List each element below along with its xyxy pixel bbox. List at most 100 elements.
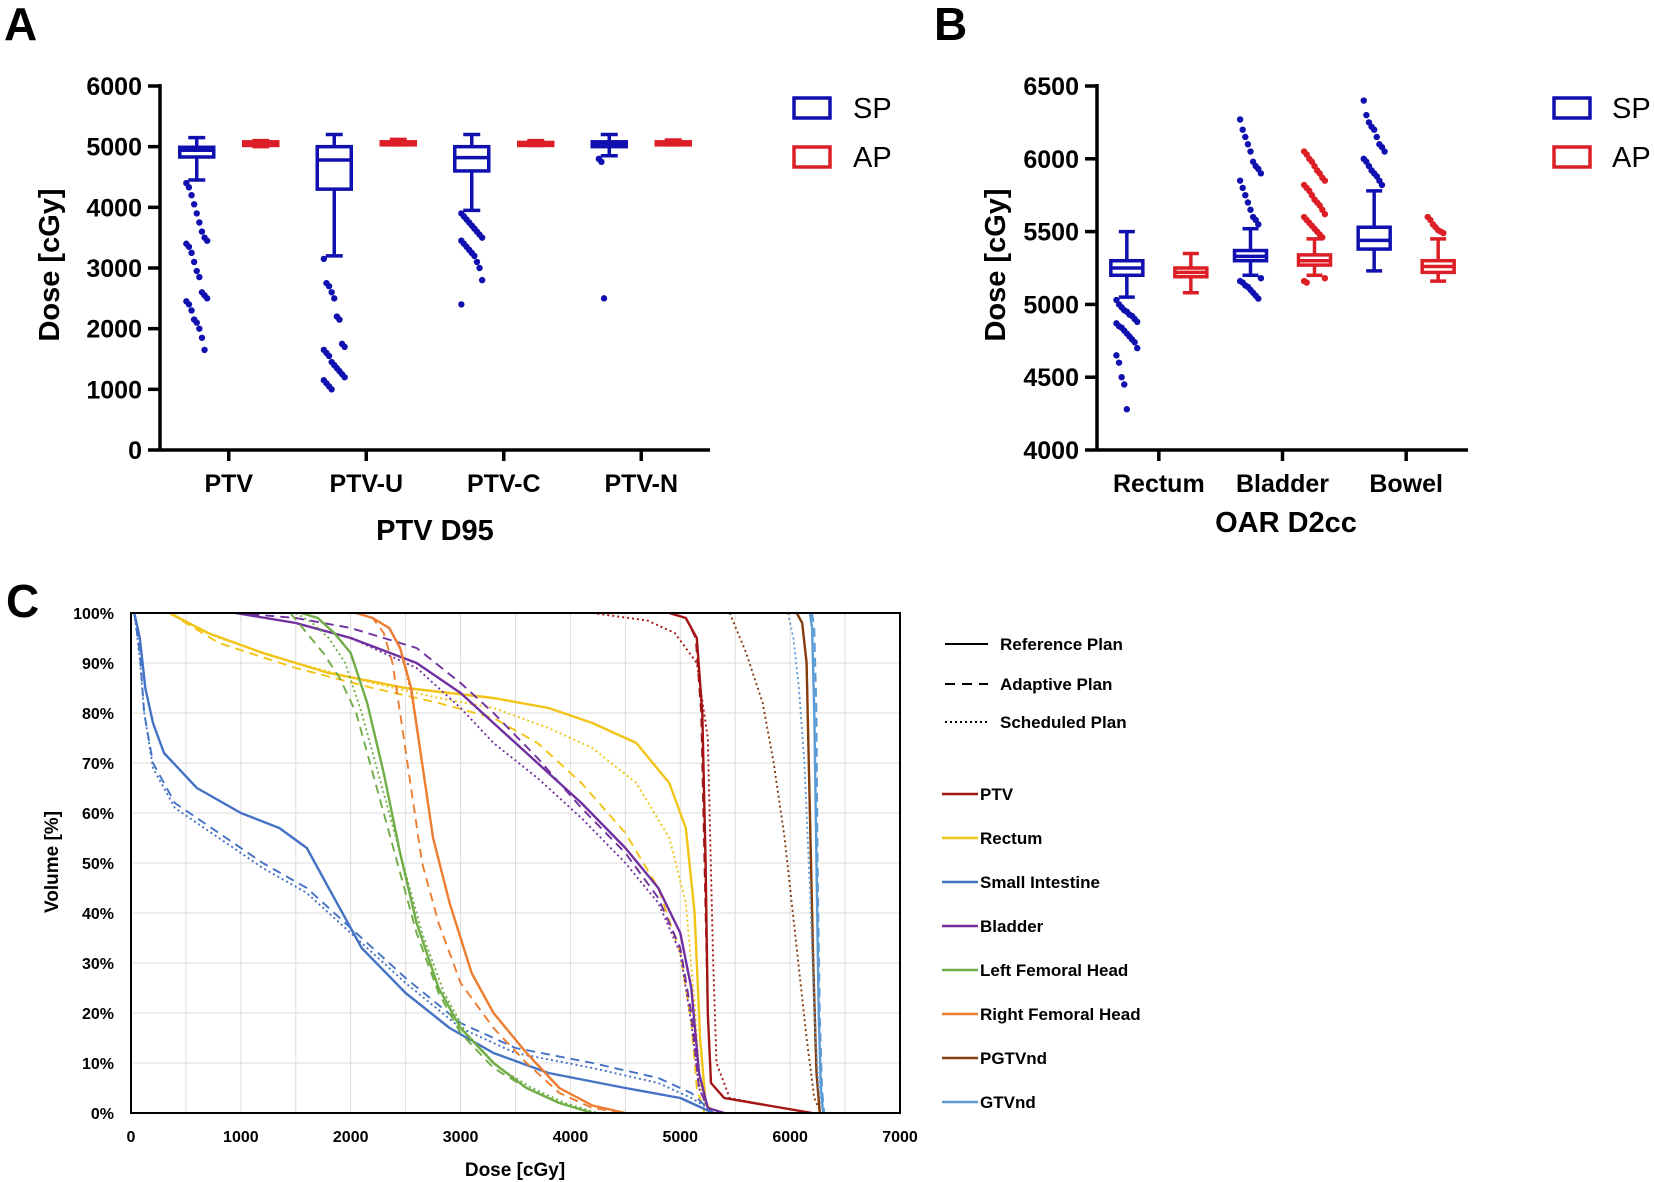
outlier-point xyxy=(1123,406,1131,413)
chart-c-ytick-label: 60% xyxy=(82,806,114,823)
outlier-point xyxy=(1236,116,1244,123)
outlier-point xyxy=(188,307,195,314)
dvh-line-rectum-dotted xyxy=(168,612,708,1114)
outlier-point xyxy=(458,301,465,308)
chart-c-ytick-label: 10% xyxy=(82,1056,114,1073)
dvh-line-right-femoral-head-dashed xyxy=(355,612,626,1114)
chart-a-ytick-label: 5000 xyxy=(86,134,142,162)
outlier-point xyxy=(336,316,343,323)
outlier-point xyxy=(196,325,203,332)
chart-c-xtick-label: 5000 xyxy=(662,1129,698,1146)
series-legend-label-bladder: Bladder xyxy=(980,917,1044,936)
outlier-point xyxy=(331,295,338,302)
chart-a-box-ap-ptv-c xyxy=(517,138,555,148)
chart-b-box-sp-bladder xyxy=(1232,116,1269,302)
chart-a-ytick-label: 6000 xyxy=(86,73,142,101)
chart-c-xtick-label: 2000 xyxy=(333,1129,369,1146)
chart-b-box-sp-rectum xyxy=(1109,229,1145,413)
chart-b-marks xyxy=(1109,97,1456,413)
dvh-line-pgtvnd-dotted xyxy=(728,612,822,1114)
chart-b-xlabel: OAR D2cc xyxy=(1215,507,1357,539)
outlier-point xyxy=(196,273,203,281)
outlier-point xyxy=(325,352,333,360)
outlier-point xyxy=(1242,192,1249,199)
chart-a-box-sp-ptv-n xyxy=(590,132,628,302)
chart-a-axes: 0 1000 2000 3000 4000 5000 6000 PTV PTV-U PTV-C PT… xyxy=(86,73,710,498)
outlier-point xyxy=(1244,141,1252,148)
outlier-point xyxy=(1247,206,1254,213)
outlier-point xyxy=(185,184,193,191)
outlier-point xyxy=(1113,352,1120,359)
outlier-point xyxy=(341,343,348,351)
chart-b-legend-swatch-sp xyxy=(1552,96,1592,120)
chart-c-ytick-label: 70% xyxy=(82,756,114,773)
outlier-point xyxy=(193,210,200,217)
chart-a-marks xyxy=(178,132,692,393)
series-legend-label-pgtvnd: PGTVnd xyxy=(980,1049,1047,1068)
outlier-point xyxy=(473,258,481,266)
outlier-point xyxy=(203,237,211,244)
outlier-point xyxy=(1239,126,1246,133)
chart-b-ytick-label: 6000 xyxy=(1023,146,1079,174)
chart-c-frame: 0 1000 2000 3000 4000 5000 6000 7000 0% 10% 20% 30%… xyxy=(73,606,918,1146)
chart-b-xtick-label-rectum: Rectum xyxy=(1113,470,1205,498)
outlier-point xyxy=(478,234,486,241)
chart-c-style-legend: Reference Plan Adaptive Plan Scheduled P… xyxy=(945,635,1127,732)
outlier-point xyxy=(190,201,198,208)
outlier-point xyxy=(328,289,335,296)
outlier-point xyxy=(1121,381,1128,388)
outlier-point xyxy=(1257,274,1265,282)
outlier-point xyxy=(1440,229,1447,237)
chart-b-ytick-label: 5500 xyxy=(1023,219,1079,247)
outlier-point xyxy=(328,386,335,393)
chart-a-box-sp-ptv xyxy=(178,135,216,354)
outlier-point xyxy=(203,295,211,302)
chart-a-box-ap-ptv xyxy=(242,138,280,149)
chart-c-grid xyxy=(131,613,900,1113)
box-iqr xyxy=(178,145,216,159)
chart-a-ylabel: Dose [cGy] xyxy=(34,188,66,341)
chart-a-ytick-label: 1000 xyxy=(86,376,142,404)
chart-c-ytick-label: 90% xyxy=(82,656,114,673)
chart-c-ytick-label: 80% xyxy=(82,706,114,723)
dvh-line-gtvnd-solid xyxy=(808,612,825,1114)
chart-b-box-ap-bladder xyxy=(1296,148,1333,286)
chart-a-legend-label-ap: AP xyxy=(853,142,892,174)
outlier-point xyxy=(190,258,198,266)
outlier-point xyxy=(1115,359,1123,366)
chart-a-legend-swatch-sp xyxy=(792,96,832,120)
outlier-point xyxy=(598,158,605,166)
series-legend-label-ptv: PTV xyxy=(980,785,1014,804)
outlier-point xyxy=(1257,170,1265,177)
outlier-point xyxy=(188,192,195,199)
outlier-point xyxy=(1370,126,1378,133)
outlier-point xyxy=(1373,133,1380,141)
outlier-point xyxy=(1247,148,1254,155)
outlier-point xyxy=(1381,148,1388,155)
outlier-point xyxy=(341,374,348,381)
chart-a-ytick-label: 3000 xyxy=(86,255,142,283)
outlier-point xyxy=(1255,221,1262,228)
outlier-point xyxy=(1378,181,1386,189)
outlier-point xyxy=(476,264,483,272)
chart-c-ylabel: Volume [%] xyxy=(42,811,63,913)
outlier-point xyxy=(1134,344,1141,352)
outlier-point xyxy=(1360,97,1367,104)
outlier-point xyxy=(193,319,200,326)
chart-b-legend: SP AP xyxy=(1552,93,1651,174)
dvh-line-bladder-solid xyxy=(235,611,725,1115)
dvh-line-small-intestine-solid xyxy=(133,612,714,1115)
outlier-point xyxy=(1363,111,1370,119)
chart-c-series-legend: PTV Rectum Small Intestine Bladder Left … xyxy=(942,785,1141,1112)
series-legend-label-gtvnd: GTVnd xyxy=(980,1093,1036,1112)
outlier-point xyxy=(1134,318,1141,326)
chart-c-plot-frame xyxy=(130,612,901,1114)
chart-b-axes: 4000 4500 5000 5500 6000 6500 Rectum Bladder Bow… xyxy=(1023,73,1468,498)
chart-c-xtick-label: 0 xyxy=(127,1129,136,1146)
series-legend-label-right-femoral-head: Right Femoral Head xyxy=(980,1005,1141,1024)
outlier-point xyxy=(1118,374,1125,381)
outlier-point xyxy=(1321,274,1329,282)
chart-a-xtick-label-ptv-n: PTV-N xyxy=(604,470,678,498)
outlier-point xyxy=(471,252,478,260)
